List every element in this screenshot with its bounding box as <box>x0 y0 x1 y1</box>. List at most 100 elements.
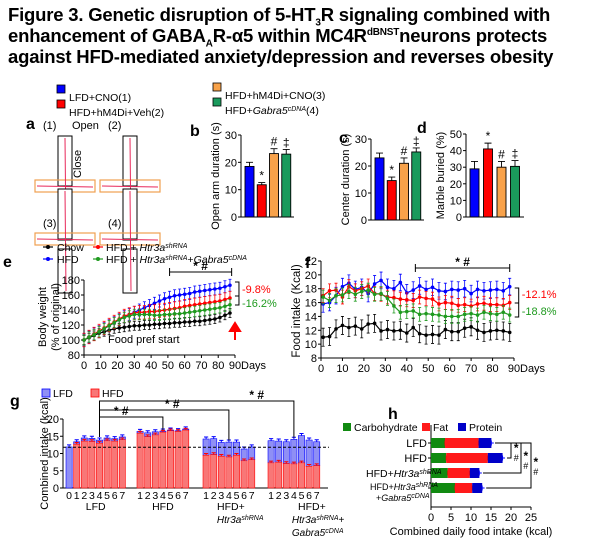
bar-hfd-portion <box>240 460 248 489</box>
day-tick-label: 3 <box>89 490 95 502</box>
day-tick-label: 4 <box>160 490 166 502</box>
data-point <box>488 311 493 316</box>
data-point <box>197 289 202 294</box>
day-tick-label: 1 <box>203 490 209 502</box>
legend-hfd: HFD <box>102 388 124 400</box>
percent-bracket <box>514 287 520 318</box>
error-bar <box>388 176 396 181</box>
maze-closed-arm <box>122 248 138 294</box>
day-tick-label: 5 <box>234 490 240 502</box>
error-bar-lfd <box>89 435 94 439</box>
label-part: (4) <box>306 105 319 117</box>
day-tick-label: 5 <box>168 490 174 502</box>
data-point <box>411 309 416 313</box>
data-point <box>218 286 222 291</box>
error-bar-hfd <box>74 441 79 445</box>
significance-bracket <box>495 442 512 459</box>
significance-label: * <box>533 455 538 469</box>
day-tick-label: 6 <box>175 490 181 502</box>
closed-arm-label: Close <box>72 150 84 178</box>
bar-lfd-portion <box>65 446 73 489</box>
day-tick-label: 0 <box>66 490 72 502</box>
error-bar-hfd <box>89 439 94 442</box>
day-tick-label: 6 <box>112 490 118 502</box>
data-point <box>187 320 192 324</box>
data-point <box>507 284 512 289</box>
error-bar-lfd <box>269 438 274 441</box>
percent-label-combined: -16.2% <box>242 298 277 310</box>
label-part: shRNA <box>165 255 188 262</box>
label-part: Htr3a <box>394 482 416 492</box>
data-point <box>392 286 396 291</box>
bar-hfd-portion <box>111 440 119 489</box>
data-point <box>488 302 493 307</box>
y-tick-label: 15 <box>47 431 59 443</box>
data-point <box>182 292 187 297</box>
y-tick-label: 10 <box>225 185 237 197</box>
y-axis-label: Marble buried (%) <box>435 132 447 219</box>
y-tick-label: 8 <box>311 353 317 365</box>
x-tick-label: 10 <box>336 363 348 375</box>
data-point <box>495 302 499 307</box>
y-tick-label: 20 <box>47 414 59 426</box>
legend-marker <box>96 245 100 249</box>
data-point <box>366 288 370 292</box>
x-tick-label: 40 <box>145 360 157 372</box>
data-point <box>430 297 435 301</box>
data-point <box>208 317 212 322</box>
data-point <box>102 326 106 331</box>
data-point <box>157 299 162 303</box>
data-point <box>213 299 217 304</box>
legend-swatch-hfd <box>90 388 100 398</box>
error-bar-hfd <box>138 430 143 434</box>
error-bar-hfd <box>183 427 188 431</box>
error-bar-hfd <box>307 464 312 467</box>
y-tick-label: 12 <box>305 325 317 337</box>
figure-title: Figure 3. Genetic disruption of 5-HT3R s… <box>8 4 554 67</box>
error-bar-hfd <box>176 429 181 432</box>
maze-label: (2) <box>108 120 121 132</box>
data-point <box>469 325 473 329</box>
error-bar-lfd <box>105 435 110 438</box>
bar-protein <box>487 453 503 463</box>
error-bar-hfd <box>269 460 274 463</box>
bar-hfd-portion <box>313 465 321 489</box>
error-bar-hfd <box>105 438 110 441</box>
legend-marker <box>46 257 50 261</box>
bar-carbohydrate <box>431 453 447 463</box>
label-part: cDNA <box>288 106 307 113</box>
series-hfd-htr3a-shrna-gabra5-cdna <box>321 282 512 324</box>
data-point <box>450 301 454 306</box>
bar-b-4 <box>281 153 292 218</box>
bar-lfd-portion <box>313 441 321 466</box>
y-tick-label: 14 <box>305 311 317 323</box>
legend-hfd: HFD <box>57 254 79 266</box>
bar-d-4 <box>510 165 520 218</box>
error-bar-hfd <box>153 432 158 435</box>
label-part: HFD + <box>106 254 140 266</box>
y-tick-label: 40 <box>450 146 462 158</box>
significance-label: * <box>523 449 528 463</box>
significance-mark: ‡ <box>512 147 519 161</box>
data-point <box>132 323 137 328</box>
y-axis-label: Food intake (Kcal) <box>291 264 303 357</box>
data-point <box>122 315 127 320</box>
legend-swatch-lfd <box>41 388 51 398</box>
error-bar-hfd <box>219 454 224 457</box>
day-tick-label: 3 <box>152 490 158 502</box>
bar-hfd-portion <box>136 432 144 489</box>
day-tick-label: 1 <box>268 490 274 502</box>
y-tick-label: 120 <box>62 320 80 332</box>
y-axis-label: Center duration (s) <box>340 134 352 226</box>
legend-marker <box>46 245 50 249</box>
data-point <box>424 311 428 316</box>
data-point <box>223 313 227 318</box>
data-point <box>107 323 111 328</box>
day-tick-label: 7 <box>314 490 320 502</box>
panel-letter-a: a <box>26 116 35 133</box>
data-point <box>197 308 202 313</box>
day-tick-label: 2 <box>145 490 151 502</box>
